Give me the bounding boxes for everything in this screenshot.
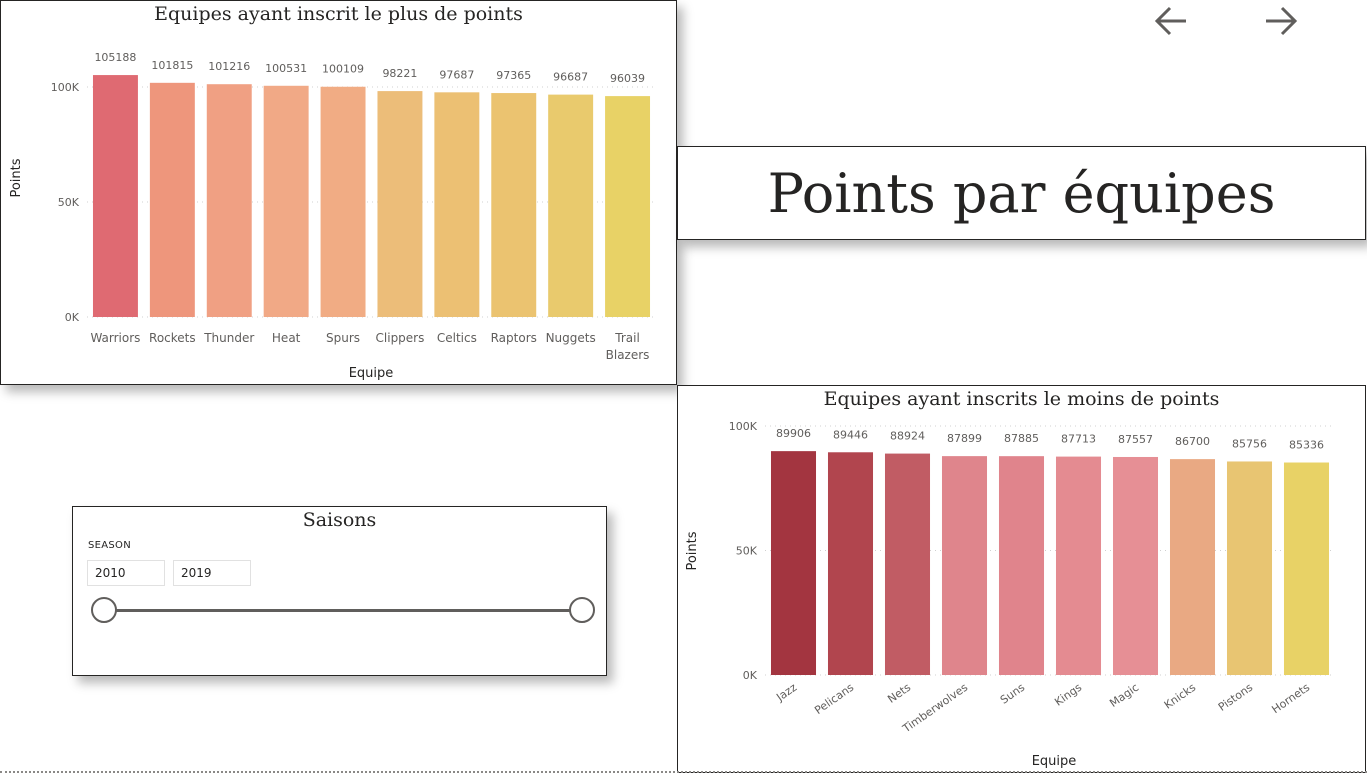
bar (491, 93, 537, 317)
bar (434, 92, 480, 317)
data-label: 101815 (151, 59, 193, 72)
slider-track[interactable] (103, 609, 576, 612)
data-label: 87557 (1118, 433, 1153, 446)
y-tick-label: 100K (729, 420, 758, 433)
data-label: 97687 (439, 68, 474, 81)
bar (770, 451, 817, 675)
data-label: 96039 (610, 72, 645, 85)
top-teams-chart[interactable]: Equipes ayant inscrit le plus de points … (0, 0, 677, 385)
x-tick-label: Thunder (203, 331, 254, 345)
data-label: 89446 (833, 428, 868, 441)
x-tick-label: Knicks (1162, 681, 1199, 712)
y-tick-label: 0K (65, 311, 80, 324)
data-label: 87899 (947, 432, 982, 445)
x-tick-label: Pelicans (812, 681, 856, 717)
slider-end-handle[interactable] (569, 597, 595, 623)
page-title-box: Points par équipes (677, 146, 1366, 240)
bar (884, 453, 931, 675)
y-tick-label: 100K (51, 81, 80, 94)
x-axis-title: Equipe (1032, 754, 1077, 769)
x-tick-label: Nets (885, 681, 913, 706)
data-label: 86700 (1175, 435, 1210, 448)
x-tick-label: Kings (1052, 681, 1084, 709)
season-start-input[interactable]: 2010 (87, 560, 165, 586)
slicer-title: Saisons (302, 509, 377, 531)
x-tick-label: Raptors (491, 331, 537, 345)
page-title: Points par équipes (767, 161, 1276, 225)
x-axis-title: Equipe (349, 366, 394, 381)
data-label: 101216 (208, 60, 250, 73)
top-chart-plot: 0K 50K 100K 105188 Warriors 101815 Rockets 1012… (9, 51, 656, 381)
bar (1112, 456, 1159, 675)
data-label: 85756 (1232, 437, 1267, 450)
bar (206, 84, 252, 317)
bar (998, 456, 1045, 675)
bar (941, 456, 988, 675)
season-slicer[interactable]: Saisons SEASON 2010 2019 (72, 506, 607, 676)
bar (1055, 456, 1102, 675)
y-tick-label: 50K (736, 545, 758, 558)
data-label: 87713 (1061, 433, 1096, 446)
arrow-right-icon[interactable] (1262, 2, 1300, 40)
data-label: 100531 (265, 62, 307, 75)
x-tick-label: Celtics (437, 331, 477, 345)
bar (377, 91, 423, 317)
y-axis-title: Points (9, 158, 24, 197)
x-tick-label: Heat (272, 331, 301, 345)
data-label: 89906 (776, 427, 811, 440)
bar (320, 86, 366, 317)
data-label: 85336 (1289, 439, 1324, 452)
x-tick-label: Warriors (90, 331, 140, 345)
page-bottom-border (0, 771, 1367, 773)
y-tick-label: 50K (58, 196, 80, 209)
x-tick-label: Rockets (149, 331, 196, 345)
bottom-chart-plot: 0K 50K 100K 89906 Jazz 89446 Pelicans 88924 Nets… (685, 420, 1335, 769)
x-tick-label: Clippers (376, 331, 425, 345)
bar (1169, 459, 1216, 675)
bar (1283, 462, 1330, 675)
data-label: 87885 (1004, 432, 1039, 445)
x-tick-label: Suns (998, 681, 1028, 707)
data-label: 88924 (890, 430, 925, 443)
bottom-chart-title: Equipes ayant inscrits le moins de point… (823, 388, 1220, 410)
bottom-teams-chart[interactable]: Equipes ayant inscrits le moins de point… (677, 385, 1366, 773)
x-tick-label: Pistons (1216, 681, 1256, 714)
x-tick-label: Jazz (773, 681, 799, 705)
data-label: 100109 (322, 63, 364, 76)
x-tick-label: Spurs (326, 331, 360, 345)
data-label: 96687 (553, 71, 588, 84)
season-end-input[interactable]: 2019 (173, 560, 251, 586)
data-label: 98221 (382, 67, 417, 80)
x-tick-label: Trail Blazers (606, 331, 650, 362)
bar (605, 96, 651, 318)
data-label: 97365 (496, 69, 531, 82)
bar (263, 85, 309, 317)
arrow-left-icon[interactable] (1153, 2, 1191, 40)
x-tick-label: Nuggets (546, 331, 596, 345)
x-tick-label: Magic (1107, 681, 1141, 710)
y-axis-title: Points (685, 531, 700, 570)
slicer-field-label: SEASON (88, 540, 132, 551)
bar (1226, 461, 1273, 675)
y-tick-label: 0K (743, 669, 758, 682)
x-tick-label: Hornets (1269, 681, 1312, 717)
bar (827, 452, 874, 675)
top-chart-title: Equipes ayant inscrit le plus de points (154, 3, 523, 25)
bar (149, 82, 195, 317)
bar (548, 94, 594, 317)
slider-start-handle[interactable] (91, 597, 117, 623)
data-label: 105188 (94, 51, 136, 64)
bar (92, 75, 138, 317)
